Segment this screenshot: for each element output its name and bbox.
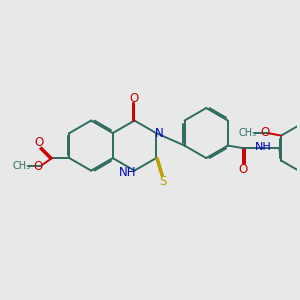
Text: CH₃: CH₃ [238,128,256,138]
Text: O: O [260,126,270,139]
Text: O: O [34,136,44,149]
Text: S: S [159,175,167,188]
Text: O: O [33,160,42,173]
Text: NH: NH [254,142,271,152]
Text: O: O [130,92,139,105]
Text: NH: NH [119,166,137,178]
Text: N: N [155,127,164,140]
Text: CH₃: CH₃ [12,161,30,171]
Text: O: O [238,163,248,176]
